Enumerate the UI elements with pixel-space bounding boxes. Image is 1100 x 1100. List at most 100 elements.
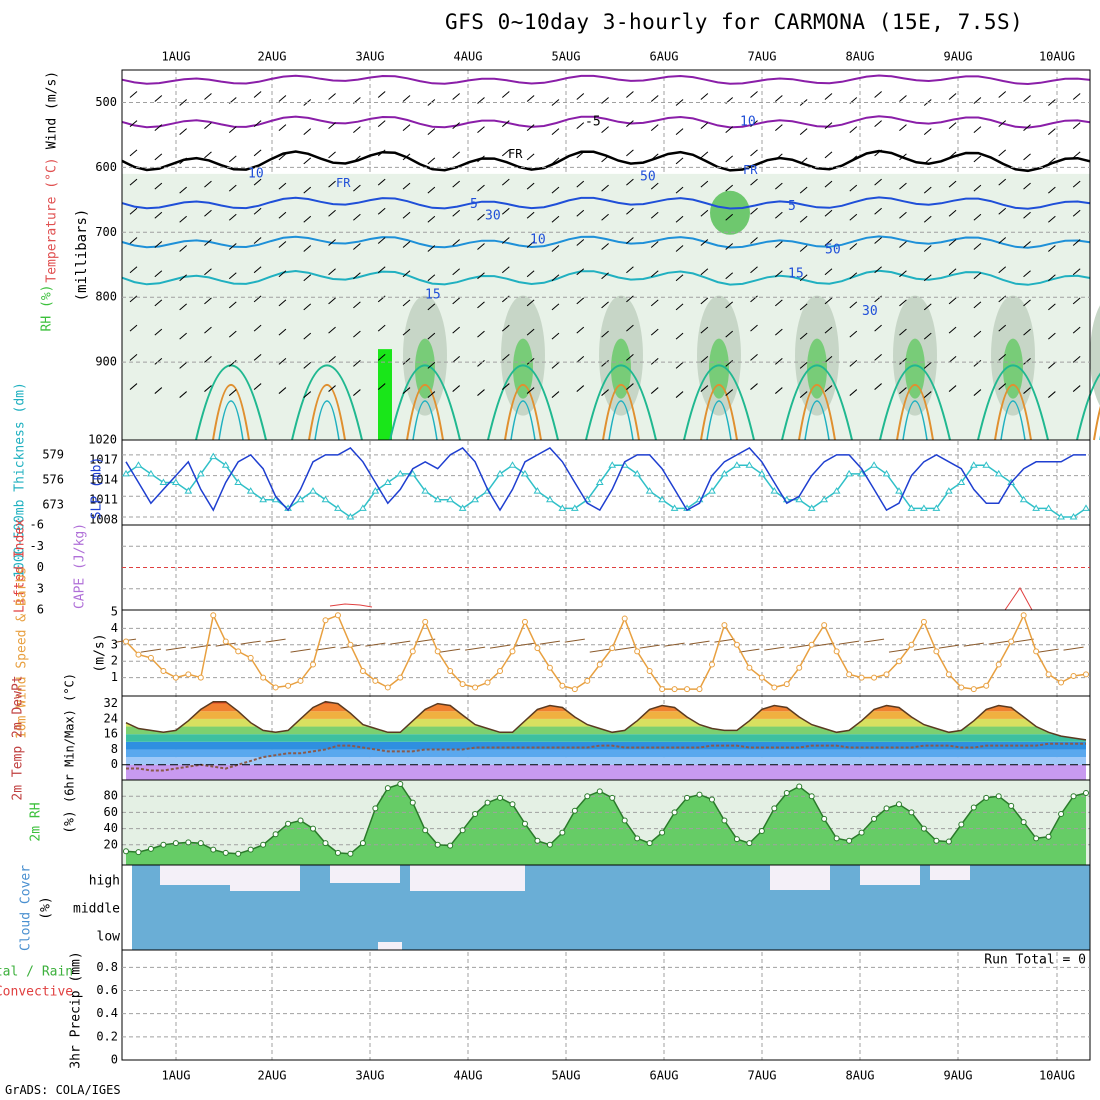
wind-barb bbox=[228, 389, 237, 396]
rh-shade-high bbox=[611, 338, 631, 399]
rh-line-point bbox=[384, 785, 391, 792]
isotherm-25 bbox=[896, 384, 934, 441]
wind-barb bbox=[278, 124, 287, 132]
rh-line-point bbox=[920, 825, 927, 832]
wind-barb bbox=[650, 182, 659, 190]
rh-line-point bbox=[447, 842, 454, 849]
rh-line-point bbox=[634, 835, 641, 842]
wind-barb bbox=[650, 299, 659, 307]
rh-line-point bbox=[983, 794, 990, 801]
wind-barb bbox=[427, 303, 436, 311]
wind-barb bbox=[601, 184, 609, 192]
wind-barb bbox=[377, 324, 386, 332]
wind-barb bbox=[129, 353, 138, 361]
wind-speed-line-point bbox=[958, 684, 965, 691]
wind-barb bbox=[204, 385, 212, 392]
wind-barb bbox=[526, 182, 535, 190]
wind-speed-line-point bbox=[285, 682, 292, 689]
wind-barb bbox=[328, 268, 336, 276]
thickness-line-point bbox=[184, 487, 193, 494]
thickness-line-point bbox=[957, 478, 966, 485]
rh-line-point bbox=[172, 840, 179, 847]
wind-barb-10m bbox=[814, 642, 835, 647]
wind-barb bbox=[377, 91, 386, 98]
wind-barb bbox=[725, 301, 734, 309]
isotherm-20 bbox=[683, 364, 755, 441]
wind-barb bbox=[923, 245, 932, 252]
wind-speed-line-point bbox=[1033, 648, 1040, 655]
wind-speed-line-point bbox=[721, 622, 728, 629]
wind-barb bbox=[824, 239, 833, 246]
lifted-index-tick-label: 6 bbox=[37, 603, 44, 617]
temp-bands bbox=[126, 701, 1086, 780]
pressure-axis-label: (millibars) bbox=[74, 209, 90, 302]
wind-barb bbox=[1072, 239, 1081, 246]
rh-line-point bbox=[733, 836, 740, 843]
rh-line-point bbox=[472, 811, 479, 818]
cloud-unit-label: (%) bbox=[39, 896, 54, 919]
wind-barb bbox=[1048, 391, 1056, 398]
wind-barb bbox=[948, 297, 957, 305]
thickness-line-point bbox=[658, 495, 666, 503]
thickness-line-point bbox=[820, 495, 829, 503]
wind-barb bbox=[427, 215, 436, 223]
wind-barb bbox=[700, 93, 709, 100]
wind-barb-10m bbox=[390, 640, 411, 645]
thickness-axis-label: 1000-500mb Thickness (dm) bbox=[13, 382, 28, 578]
thickness-line-point bbox=[1082, 504, 1090, 511]
date-label-top: 1AUG bbox=[162, 50, 191, 64]
wind-barb-10m bbox=[589, 648, 610, 653]
wind-speed-line-point bbox=[933, 648, 940, 655]
wind-barb bbox=[1048, 303, 1056, 311]
wind-barb bbox=[1023, 270, 1031, 278]
low-cloud-gap bbox=[378, 942, 402, 950]
wind-barb bbox=[1048, 186, 1056, 194]
date-label-top: 5AUG bbox=[552, 50, 581, 64]
isotherm-10 bbox=[121, 235, 1091, 249]
wind-barb bbox=[501, 149, 510, 157]
temp-band bbox=[126, 741, 1086, 750]
wind-speed-line-point bbox=[185, 671, 192, 678]
thickness-line-point bbox=[533, 487, 542, 494]
wind-barb bbox=[452, 93, 460, 100]
contour-label: 5 bbox=[470, 197, 478, 212]
thickness-line-point bbox=[969, 461, 978, 468]
wind-barb bbox=[576, 122, 585, 130]
rh-line-point bbox=[995, 793, 1002, 800]
wind-barb bbox=[973, 155, 982, 163]
wind-barb bbox=[700, 209, 709, 217]
wind-speed-line-point bbox=[1045, 671, 1052, 678]
isotherm-20 bbox=[585, 364, 657, 441]
wind-barb bbox=[899, 124, 907, 132]
wind-barb bbox=[154, 270, 163, 278]
date-label-top: 8AUG bbox=[846, 50, 875, 64]
rh-line-point bbox=[708, 796, 715, 803]
wind-barb-10m bbox=[913, 646, 934, 651]
wind-speed-line-point bbox=[222, 638, 229, 645]
wind-barb bbox=[1023, 124, 1031, 132]
date-label-top: 10AUG bbox=[1039, 50, 1075, 64]
wind-barb bbox=[948, 151, 957, 159]
wind-barb bbox=[402, 270, 411, 278]
wind-speed-line-point bbox=[359, 668, 366, 675]
wind-barb bbox=[799, 245, 808, 252]
wind-barb bbox=[725, 272, 734, 280]
wind-barb bbox=[452, 355, 460, 363]
wind-barb bbox=[775, 299, 783, 307]
wind-barb bbox=[179, 332, 187, 340]
wind-barb bbox=[452, 385, 460, 392]
wind-barb bbox=[998, 91, 1007, 98]
wind-barb bbox=[129, 207, 138, 215]
wind-barb bbox=[427, 274, 436, 282]
thickness-line-point bbox=[1032, 504, 1041, 511]
rh-line-point bbox=[297, 817, 304, 824]
wind-barb bbox=[923, 215, 932, 223]
wind-speed-line-point bbox=[920, 618, 927, 625]
isotherm-25 bbox=[308, 384, 346, 441]
wind-barb bbox=[253, 295, 262, 303]
wind-barb bbox=[501, 120, 510, 128]
wind-barb-10m bbox=[140, 648, 162, 653]
wind-barb bbox=[253, 149, 262, 157]
date-label-top: 6AUG bbox=[650, 50, 679, 64]
